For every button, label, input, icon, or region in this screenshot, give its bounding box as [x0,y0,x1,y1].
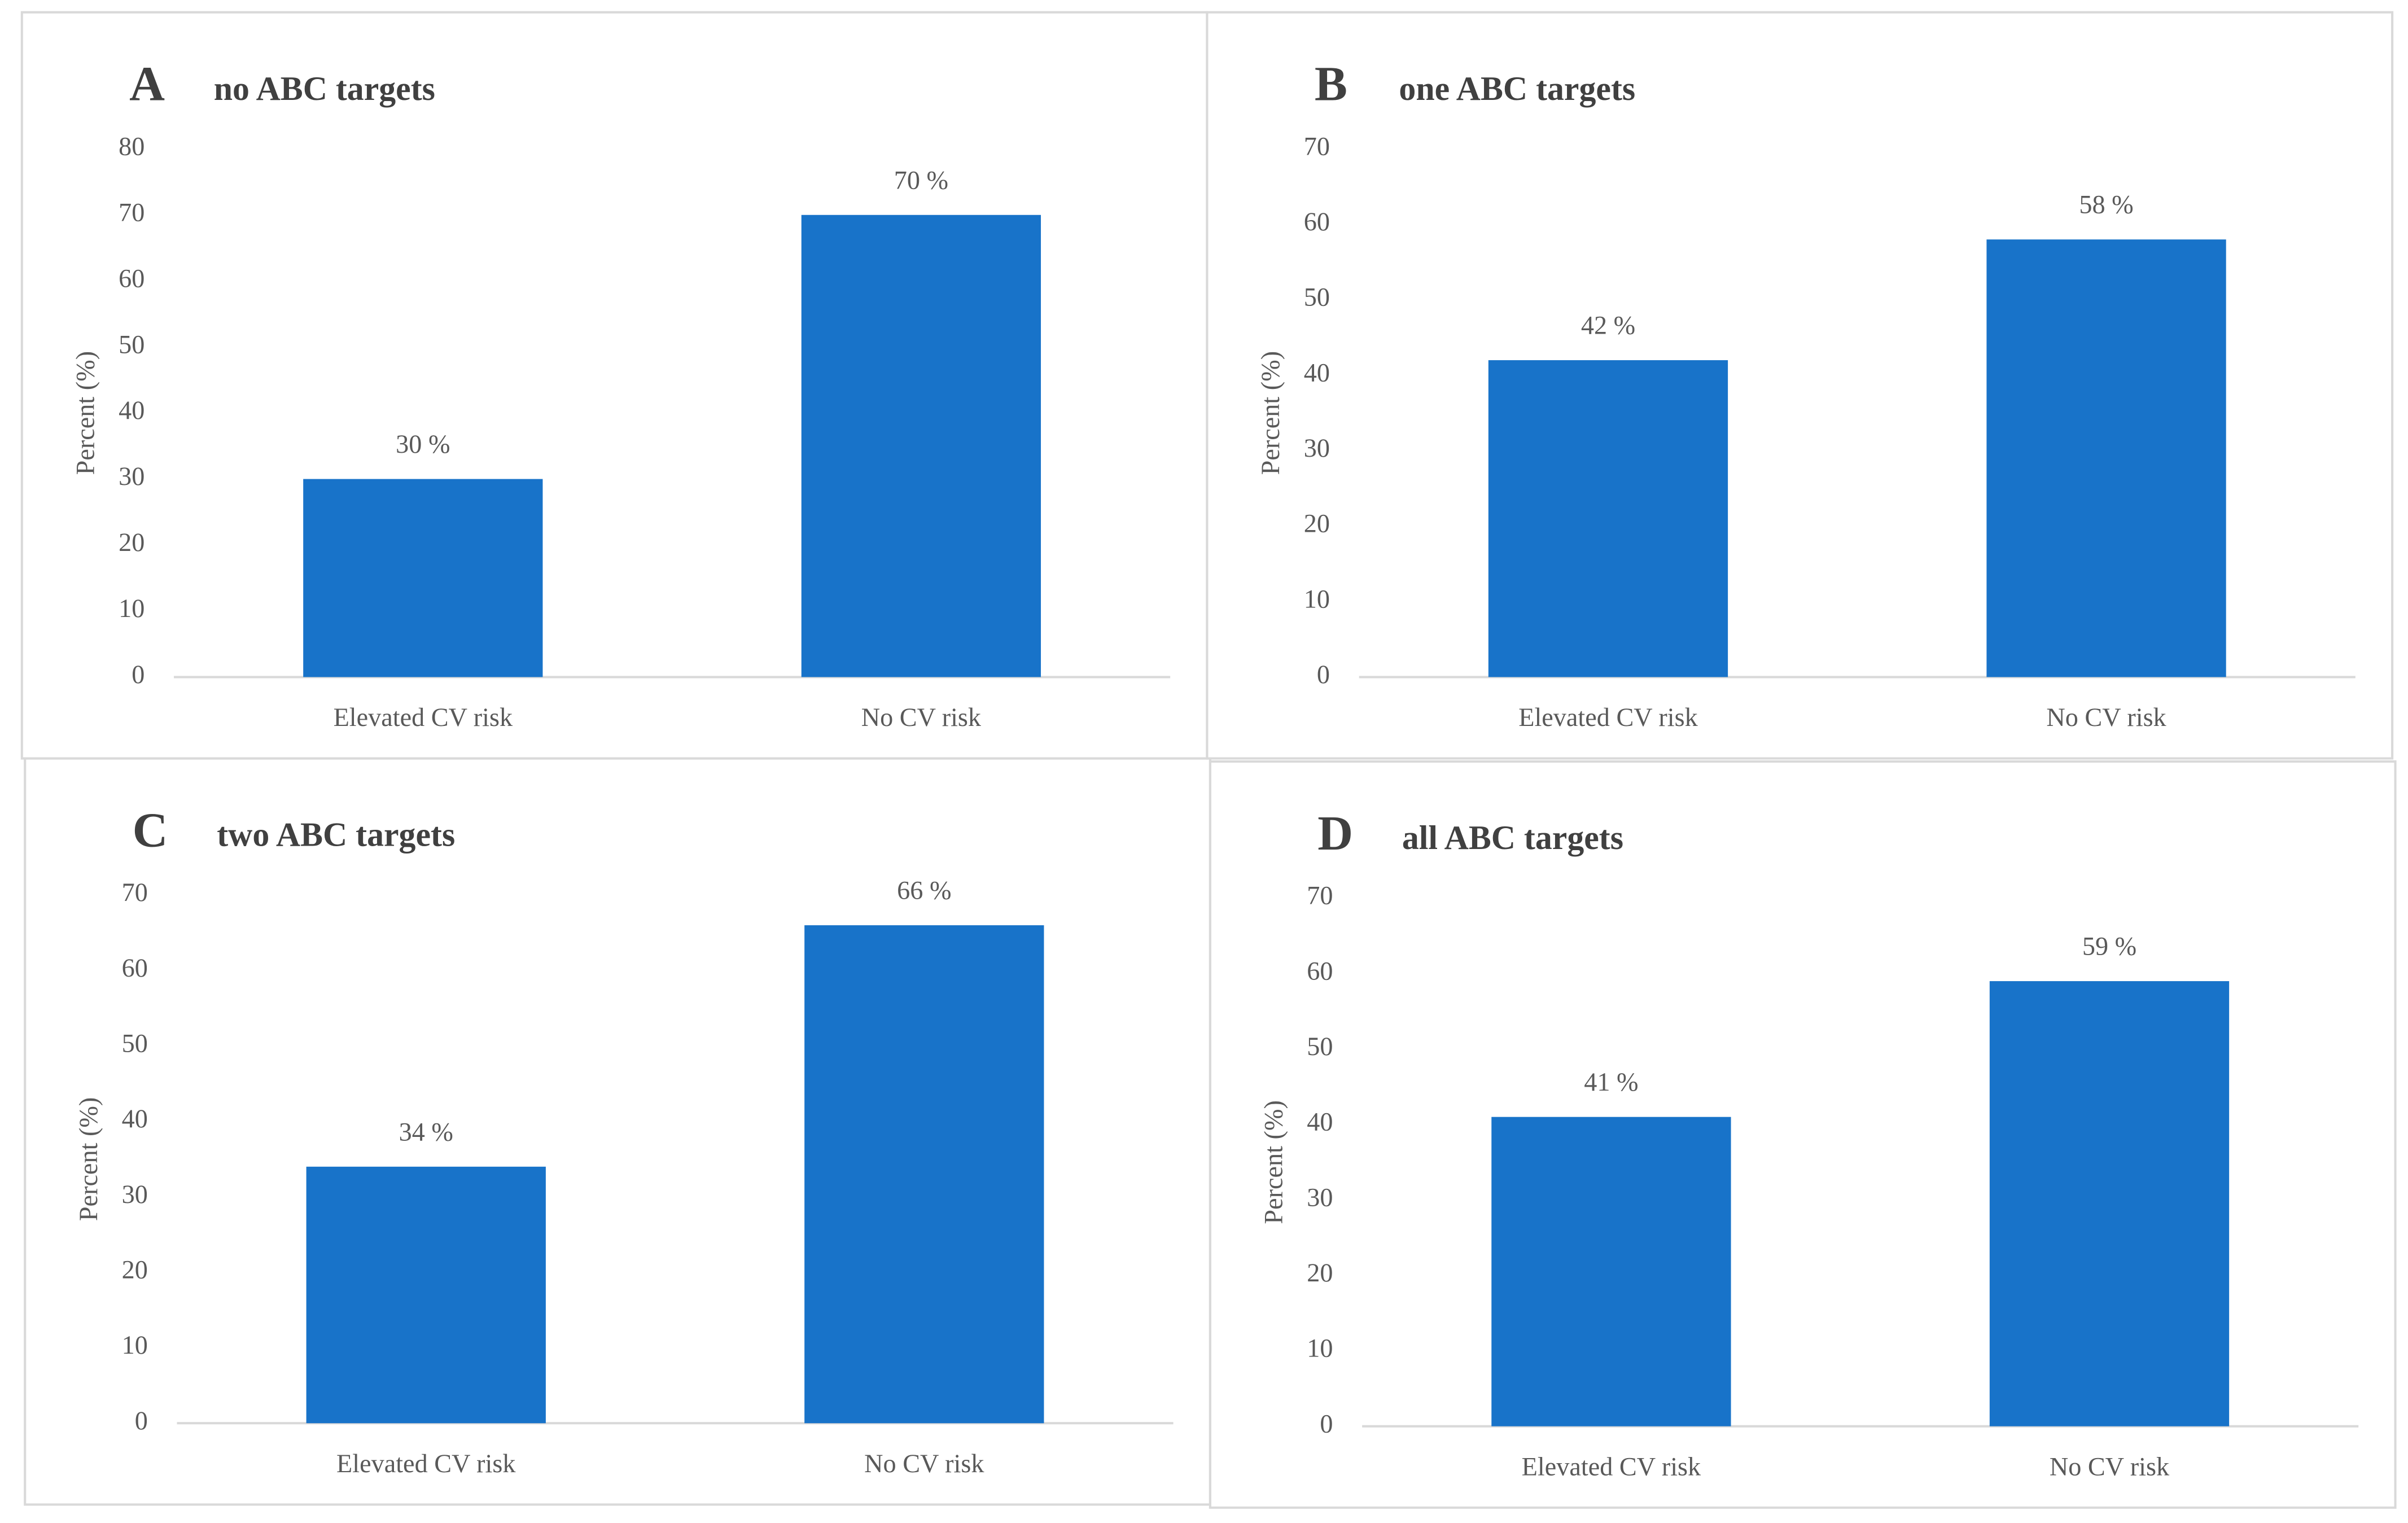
value-label: 59 % [2082,932,2136,961]
x-tick-label: Elevated CV risk [336,1449,516,1478]
y-tick-label: 20 [1307,1258,1333,1287]
bar [1488,360,1728,677]
y-tick-label: 10 [122,1331,148,1359]
chart-title: one ABC targets [1399,70,1635,107]
y-tick-label: 70 [1304,132,1330,160]
y-tick-label: 50 [1304,283,1330,312]
bar [306,1166,546,1424]
y-tick-label: 60 [1307,956,1333,985]
y-tick-label: 30 [1307,1183,1333,1211]
value-label: 41 % [1584,1067,1638,1096]
value-label: 34 % [399,1117,453,1146]
bar [303,479,543,677]
bar [1986,239,2226,677]
y-tick-label: 20 [1304,509,1330,538]
y-tick-label: 50 [122,1029,148,1058]
x-tick-label: No CV risk [861,703,982,732]
y-axis-label: Percent (%) [74,1097,103,1221]
y-tick-label: 40 [1307,1108,1333,1136]
value-label: 66 % [897,876,951,905]
y-tick-label: 50 [1307,1032,1333,1061]
y-tick-label: 60 [119,264,145,292]
x-tick-label: Elevated CV risk [1522,1452,1701,1481]
bar [1989,981,2230,1426]
chart-title: all ABC targets [1402,819,1623,856]
panel-border [1206,11,2394,760]
y-tick-label: 60 [1304,207,1330,236]
y-tick-label: 10 [1307,1334,1333,1363]
y-tick-label: 50 [119,330,145,358]
x-tick-label: No CV risk [2050,1452,2170,1481]
y-tick-label: 0 [1320,1409,1333,1438]
y-tick-label: 20 [122,1255,148,1284]
y-tick-label: 70 [122,878,148,907]
y-tick-label: 0 [135,1406,148,1435]
y-tick-label: 80 [119,132,145,160]
y-tick-label: 40 [119,396,145,424]
bar [801,215,1041,677]
value-label: 30 % [396,430,450,458]
panel-letter: A [129,56,165,111]
panel-letter: B [1315,56,1347,111]
y-tick-label: 70 [1307,881,1333,910]
y-tick-label: 0 [132,660,145,689]
y-axis-label: Percent (%) [71,351,99,475]
bar [804,925,1044,1424]
panel-border [1209,760,2397,1509]
chart-title: no ABC targets [214,70,435,107]
y-tick-label: 30 [1304,434,1330,462]
x-tick-label: No CV risk [2046,703,2166,732]
chart-title: two ABC targets [217,816,455,854]
value-label: 70 % [894,165,948,194]
y-tick-label: 70 [119,198,145,226]
y-tick-label: 10 [119,594,145,623]
y-tick-label: 30 [122,1180,148,1209]
panel-letter: D [1317,806,1353,860]
y-tick-label: 30 [119,462,145,491]
x-tick-label: No CV risk [864,1449,984,1478]
y-tick-label: 60 [122,953,148,982]
value-label: 42 % [1581,311,1635,340]
panel-letter: C [133,803,168,857]
bar [1491,1117,1731,1426]
y-axis-label: Percent (%) [1259,1100,1288,1224]
y-axis-label: Percent (%) [1256,351,1285,475]
y-tick-label: 0 [1317,660,1330,689]
y-tick-label: 10 [1304,584,1330,613]
x-tick-label: Elevated CV risk [334,703,513,732]
y-tick-label: 20 [119,528,145,557]
y-tick-label: 40 [122,1104,148,1133]
value-label: 58 % [2079,190,2133,219]
y-tick-label: 40 [1304,358,1330,387]
x-tick-label: Elevated CV risk [1518,703,1698,732]
